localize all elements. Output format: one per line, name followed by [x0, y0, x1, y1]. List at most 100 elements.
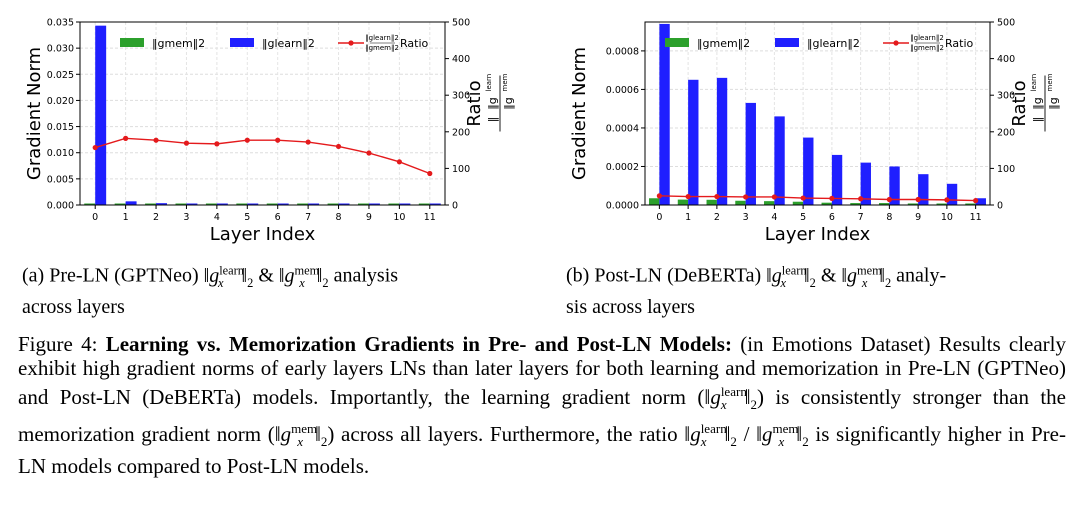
subcaption-a-prefix: (a) Pre-LN (GPTNeo): [22, 264, 199, 287]
subcaption-b-line2: sis across layers: [566, 295, 695, 318]
bar-learn-9: [918, 174, 929, 205]
bar-learn-5: [803, 137, 814, 205]
y2tick-label: 300: [997, 91, 1015, 102]
y2-frac-den: ‖g: [1047, 97, 1060, 109]
amp-b: &: [820, 264, 837, 287]
y2-frac-num-tail: ‖: [1031, 117, 1044, 123]
subcaption-b-suffix: analy-: [896, 264, 947, 287]
bar-learn-6: [277, 203, 289, 205]
bar-learn-10: [399, 203, 411, 205]
y2tick-label: 300: [452, 91, 470, 102]
norm-learn-math-b: ‖glearnx ‖2: [766, 263, 816, 290]
y2-frac-num-tail: ‖: [486, 117, 499, 123]
xtick-label: 8: [336, 212, 342, 223]
ratio-point-10: [944, 197, 950, 203]
bar-mem-2: [145, 203, 157, 205]
ytick-label: 0.0008: [606, 46, 639, 57]
bar-mem-2: [706, 199, 717, 205]
y2-ratio-label: Ratio: [1009, 80, 1030, 126]
norm-learn-math: ‖glearnx ‖2: [203, 263, 254, 290]
legend-ratio-num: ‖glearn‖2: [365, 34, 399, 42]
bar-mem-0: [84, 203, 96, 205]
y2-frac-num: ‖g: [1031, 97, 1044, 109]
ytick-label: 0.0000: [606, 201, 639, 212]
xtick-label: 3: [183, 212, 189, 223]
bar-learn-8: [889, 166, 900, 205]
bar-learn-1: [125, 201, 137, 205]
bar-mem-10: [388, 203, 400, 205]
bar-mem-9: [358, 203, 369, 205]
ytick-label: 0.0002: [606, 162, 639, 173]
plot-frame: [644, 21, 991, 206]
bar-learn-1: [688, 79, 699, 205]
ratio-line: [95, 137, 431, 175]
bar-learn-9: [368, 203, 380, 205]
ratio-point-11: [427, 170, 433, 177]
bar-mem-5: [236, 203, 248, 205]
ytick-label: 0.025: [47, 70, 74, 81]
ytick-label: 0.010: [47, 148, 74, 159]
subcaption-b-prefix: (b) Post-LN (DeBERTa): [566, 264, 762, 287]
ratio-point-9: [915, 196, 921, 203]
bar-learn-2: [156, 203, 167, 205]
y2-ratio-label: Ratio: [464, 80, 485, 126]
plot-frame: [79, 21, 446, 206]
bar-learn-6: [831, 154, 843, 205]
xtick-label: 10: [941, 212, 953, 223]
bar-mem-5: [792, 201, 804, 205]
y2-frac-num-sup: learn: [1030, 74, 1038, 92]
subcaption-a-line2: across layers: [22, 295, 125, 318]
bar-mem-1: [677, 199, 689, 205]
ratio-point-6: [829, 195, 835, 202]
bar-mem-3: [175, 203, 187, 205]
y-axis-label: Gradient Norm: [569, 47, 590, 180]
ratio-point-9: [366, 150, 372, 156]
bar-mem-3: [735, 200, 746, 205]
norm-mem-math-b: ‖gmemx ‖2: [841, 263, 892, 290]
ratio-point-3: [743, 194, 749, 200]
xtick-label: 1: [685, 212, 691, 223]
xtick-label: 1: [123, 212, 129, 223]
legend-ratio-num: ‖glearn‖2: [910, 34, 944, 42]
ratio-point-5: [800, 195, 806, 201]
bar-learn-3: [745, 102, 756, 205]
amp: &: [258, 264, 274, 287]
y2tick-label: 0: [452, 201, 458, 212]
ratio-point-8: [335, 143, 342, 150]
y2tick-label: 0: [997, 201, 1003, 212]
ratio-point-1: [123, 135, 129, 141]
bar-learn-3: [186, 203, 198, 205]
figure-text-4: is significantly higher in Pre-LN models…: [18, 422, 1066, 479]
norm-mem-math: ‖gmemx ‖2: [278, 263, 329, 290]
ratio-point-2: [153, 137, 159, 143]
xtick-label: 4: [214, 212, 220, 223]
figure-text-2: ) is consistently stronger than the memo…: [18, 385, 1067, 447]
bar-learn-11: [429, 203, 441, 205]
ytick-label: 0.005: [47, 174, 74, 185]
y2tick-label: 100: [452, 164, 470, 175]
xtick-label: 0: [656, 212, 662, 223]
caption-norm-mem: ‖gmemx ‖2: [274, 421, 328, 450]
y2tick-label: 400: [452, 54, 470, 65]
ytick-label: 0.000: [47, 201, 74, 212]
ytick-label: 0.015: [47, 122, 74, 133]
ytick-label: 0.0006: [606, 85, 639, 96]
y2tick-label: 200: [997, 127, 1015, 138]
figure-title: Learning vs. Memorization Gradients in P…: [105, 332, 732, 356]
xtick-label: 10: [393, 212, 405, 223]
legend-mem-label: ‖gmem‖2: [152, 37, 205, 50]
ratio-point-7: [858, 196, 864, 202]
figure-text-3: ) across all layers. Furthermore, the ra…: [327, 422, 678, 447]
bar-learn-0: [659, 23, 670, 205]
ratio-point-2: [714, 193, 720, 200]
figure-label: Figure 4:: [18, 332, 98, 356]
legend-ratio-den: ‖gmem‖2: [910, 44, 944, 52]
xtick-label: 0: [92, 212, 98, 223]
caption-ratio-math: ‖glearnx ‖2 / ‖gmemx ‖2: [684, 421, 809, 450]
legend-mem-swatch: [665, 38, 689, 47]
ratio-point-7: [305, 139, 311, 145]
legend-mem-label: ‖gmem‖2: [697, 37, 750, 50]
y2-frac-den: ‖g: [502, 97, 515, 109]
